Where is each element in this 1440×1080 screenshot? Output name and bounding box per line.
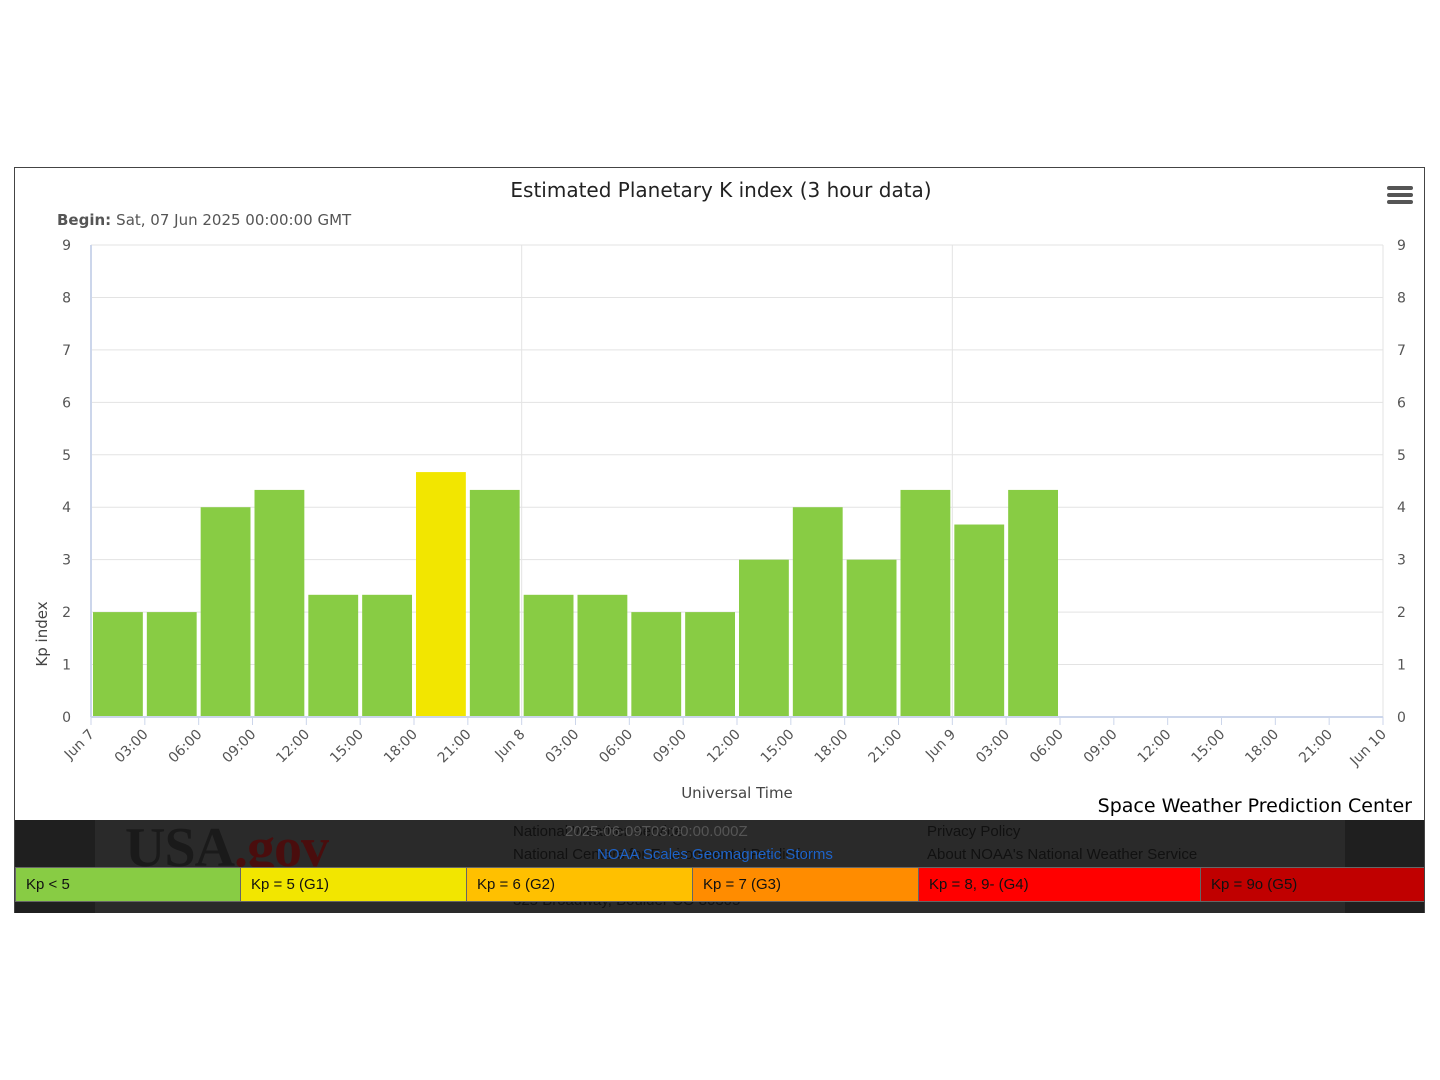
y-tick-label-left: 2	[62, 605, 71, 621]
kp-bar[interactable]	[900, 489, 951, 717]
noaa-scales-link[interactable]: NOAA Scales Geomagnetic Storms	[597, 846, 833, 863]
y-tick-label-left: 5	[62, 448, 71, 464]
x-tick-label: 15:00	[327, 727, 367, 767]
footer-about-link[interactable]: About NOAA's National Weather Service	[927, 846, 1198, 863]
scale-kp-g2: Kp = 6 (G2)	[467, 867, 693, 902]
x-tick-label: 03:00	[112, 727, 152, 767]
x-tick-label: 15:00	[1188, 727, 1228, 767]
x-tick-label: 09:00	[1081, 727, 1121, 767]
x-tick-label: 06:00	[166, 727, 206, 767]
kp-bar[interactable]	[792, 507, 843, 717]
y-tick-label-right: 6	[1397, 395, 1406, 411]
kp-chart-panel: 0 0 1 1 2 2 3 3 4 4 5 5 6 6 7 7 8 8 9 9 Jun 7 03:00 06:00 09:00…	[14, 167, 1425, 913]
y-tick-label-right: 0	[1397, 710, 1406, 726]
y-tick-label-right: 5	[1397, 448, 1406, 464]
y-tick-label-right: 9	[1397, 238, 1406, 254]
footer-org-nws[interactable]: National Weather Service	[513, 823, 683, 840]
begin-subtitle: Begin: Sat, 07 Jun 2025 00:00:00 GMT	[57, 211, 352, 229]
kp-bar[interactable]	[954, 524, 1005, 717]
x-tick-label: 21:00	[1296, 727, 1336, 767]
x-tick-label: Jun 10	[1347, 727, 1390, 770]
scale-kp-g5: Kp = 9o (G5)	[1201, 867, 1424, 902]
kp-bar[interactable]	[1008, 489, 1058, 717]
y-tick-label-left: 9	[62, 238, 71, 254]
kp-bar[interactable]	[308, 594, 359, 717]
kp-bar[interactable]	[523, 594, 574, 717]
chart-credit: Space Weather Prediction Center	[1097, 795, 1412, 817]
x-tick-label: 09:00	[650, 727, 690, 767]
begin-label: Begin:	[57, 211, 111, 229]
kp-bar-chart: 0 0 1 1 2 2 3 3 4 4 5 5 6 6 7 7 8 8 9 9 Jun 7 03:00 06:00 09:00…	[33, 178, 1406, 802]
chart-title: Estimated Planetary K index (3 hour data…	[510, 178, 931, 202]
x-axis-label: Universal Time	[681, 784, 793, 802]
y-tick-label-right: 3	[1397, 553, 1406, 569]
kp-bar[interactable]	[146, 612, 197, 717]
x-tick-label: 03:00	[973, 727, 1013, 767]
y-tick-label-left: 0	[62, 710, 71, 726]
y-axis-label: Kp index	[33, 601, 51, 666]
kp-bar[interactable]	[846, 559, 897, 717]
kp-bar[interactable]	[200, 507, 251, 717]
begin-value: Sat, 07 Jun 2025 00:00:00 GMT	[116, 211, 352, 229]
data-timestamp: 2025-06-09T03:00:00.000Z	[565, 823, 748, 840]
kp-bar[interactable]	[93, 612, 143, 717]
x-tick-label: 03:00	[542, 727, 582, 767]
scale-kp-g1: Kp = 5 (G1)	[241, 867, 467, 902]
x-tick-label: Jun 9	[922, 727, 959, 764]
y-tick-label-left: 4	[62, 500, 71, 516]
x-tick-label: 18:00	[812, 727, 852, 767]
x-tick-label: 12:00	[704, 727, 744, 767]
y-tick-label-left: 6	[62, 395, 71, 411]
y-tick-label-right: 1	[1397, 658, 1406, 674]
kp-bar[interactable]	[577, 594, 628, 717]
kp-scale-legend: Kp < 5 Kp = 5 (G1) Kp = 6 (G2) Kp = 7 (G…	[15, 867, 1424, 902]
x-tick-label: 21:00	[435, 727, 475, 767]
x-tick-label: 06:00	[1027, 727, 1067, 767]
kp-bar[interactable]	[254, 489, 305, 717]
scale-kp-below-5: Kp < 5	[15, 867, 241, 902]
y-tick-label-right: 2	[1397, 605, 1406, 621]
kp-bar[interactable]	[631, 612, 682, 717]
x-tick-label: 15:00	[758, 727, 798, 767]
chart-menu-icon[interactable]	[1387, 186, 1413, 208]
kp-bar[interactable]	[685, 612, 735, 717]
x-tick-label: Jun 8	[492, 727, 529, 764]
scale-kp-g4: Kp = 8, 9- (G4)	[919, 867, 1201, 902]
y-tick-label-right: 8	[1397, 290, 1406, 306]
x-tick-label: 09:00	[219, 727, 259, 767]
kp-bar[interactable]	[469, 489, 520, 717]
x-tick-label: 18:00	[381, 727, 421, 767]
kp-bar[interactable]	[362, 594, 412, 717]
footer-privacy-link[interactable]: Privacy Policy	[927, 823, 1021, 840]
y-tick-label-left: 8	[62, 290, 71, 306]
y-tick-label-right: 7	[1397, 343, 1406, 359]
y-tick-label-left: 3	[62, 553, 71, 569]
x-tick-label: 12:00	[1135, 727, 1175, 767]
kp-bar[interactable]	[739, 559, 789, 717]
y-tick-label-left: 1	[62, 658, 71, 674]
x-tick-label: 12:00	[273, 727, 313, 767]
y-tick-label-left: 7	[62, 343, 71, 359]
x-tick-label: Jun 7	[61, 727, 98, 764]
x-tick-label: 21:00	[865, 727, 905, 767]
x-tick-label: 06:00	[596, 727, 636, 767]
kp-bar[interactable]	[416, 472, 466, 717]
footer-org-ncep[interactable]: National Centers for Environmental Predi…	[513, 846, 818, 863]
scale-kp-g3: Kp = 7 (G3)	[693, 867, 919, 902]
x-tick-label: 18:00	[1242, 727, 1282, 767]
y-tick-label-right: 4	[1397, 500, 1406, 516]
